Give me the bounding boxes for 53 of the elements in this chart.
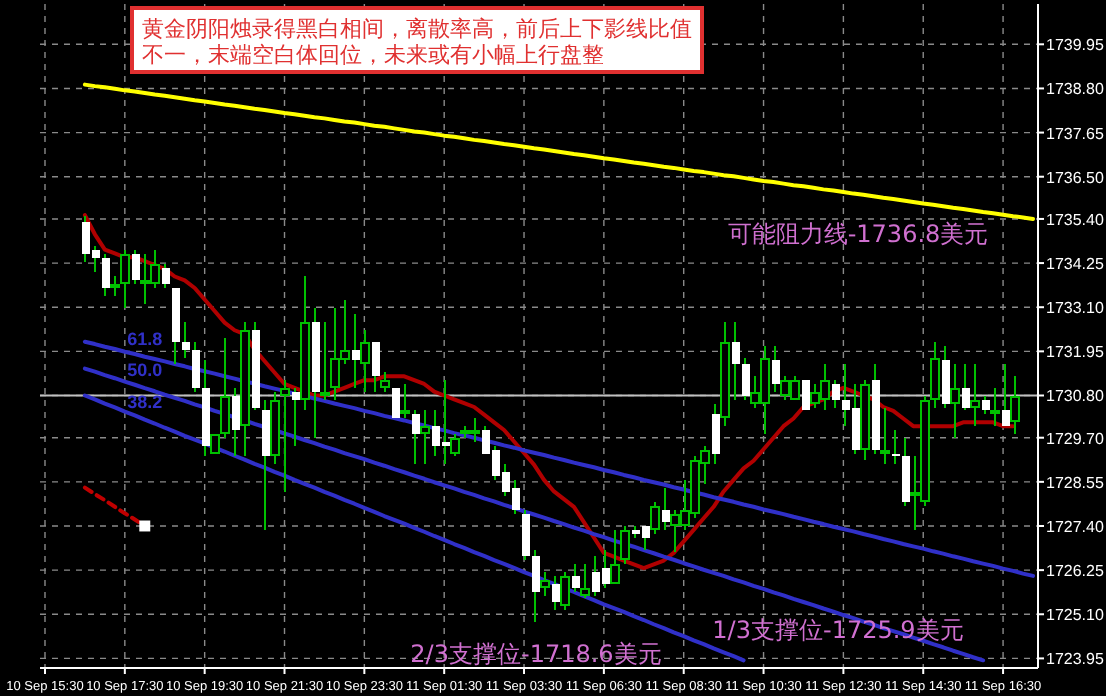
y-tick-label: 1736.50 — [1046, 168, 1105, 187]
annotation: 可能阻力线-1736.8美元 — [727, 220, 989, 248]
line-series — [82, 393, 746, 663]
line-series — [82, 366, 986, 663]
candlestick — [192, 341, 200, 393]
line-series — [82, 82, 1036, 221]
candlestick — [392, 388, 400, 418]
y-tick-label: 1723.95 — [1046, 650, 1105, 669]
candlestick — [620, 525, 630, 565]
candlestick — [802, 380, 810, 410]
series-label: 50.0 — [127, 360, 163, 381]
annotation: 黄金阴阳烛录得黑白相间，离散率高，前后上下影线比值不一，末端空白体回位，未来或有小幅上行盘整 — [142, 16, 692, 68]
candlestick — [880, 407, 890, 465]
y-tick-label: 1733.10 — [1046, 299, 1105, 318]
candlestick — [560, 571, 570, 611]
candlestick — [610, 529, 620, 585]
y-tick-label: 1726.25 — [1046, 562, 1105, 581]
candlestick — [400, 383, 410, 419]
candlestick — [990, 387, 1000, 427]
y-tick-label: 1727.40 — [1046, 517, 1105, 536]
candlestick — [950, 363, 960, 439]
candlestick — [1010, 375, 1020, 435]
candlestick — [970, 363, 980, 427]
candlestick — [380, 371, 390, 393]
candlestick — [360, 329, 370, 393]
candlestick — [580, 563, 590, 599]
candlestick — [892, 429, 900, 465]
candlestick — [450, 433, 460, 457]
y-tick-label: 1730.80 — [1046, 387, 1105, 406]
candlestick — [182, 321, 190, 359]
candlestick — [522, 509, 530, 561]
y-tick-label: 1739.95 — [1046, 36, 1105, 55]
candlestick — [320, 321, 330, 401]
candlestick — [120, 249, 130, 309]
candlestick — [540, 571, 550, 597]
candlestick — [420, 409, 430, 465]
y-tick-label: 1734.25 — [1046, 255, 1105, 274]
y-tick-label: 1729.70 — [1046, 429, 1105, 448]
series-label: 38.2 — [127, 391, 163, 412]
y-tick-label: 1731.95 — [1046, 343, 1105, 362]
y-tick-label: 1737.65 — [1046, 124, 1105, 143]
candlestick — [280, 379, 290, 493]
y-tick-label: 1728.55 — [1046, 473, 1105, 492]
candlestick — [930, 341, 940, 409]
candlestick — [220, 337, 230, 439]
candlestick — [110, 275, 120, 297]
annotation: 2/3支撑位-1718.6美元 — [410, 640, 662, 668]
candlestick — [650, 501, 660, 535]
y-tick-label: 1738.80 — [1046, 80, 1105, 99]
series-label: 61.8 — [127, 328, 163, 349]
y-tick-label: 1725.10 — [1046, 606, 1105, 625]
line-series — [82, 213, 1016, 571]
y-tick-label: 1735.40 — [1046, 210, 1105, 229]
